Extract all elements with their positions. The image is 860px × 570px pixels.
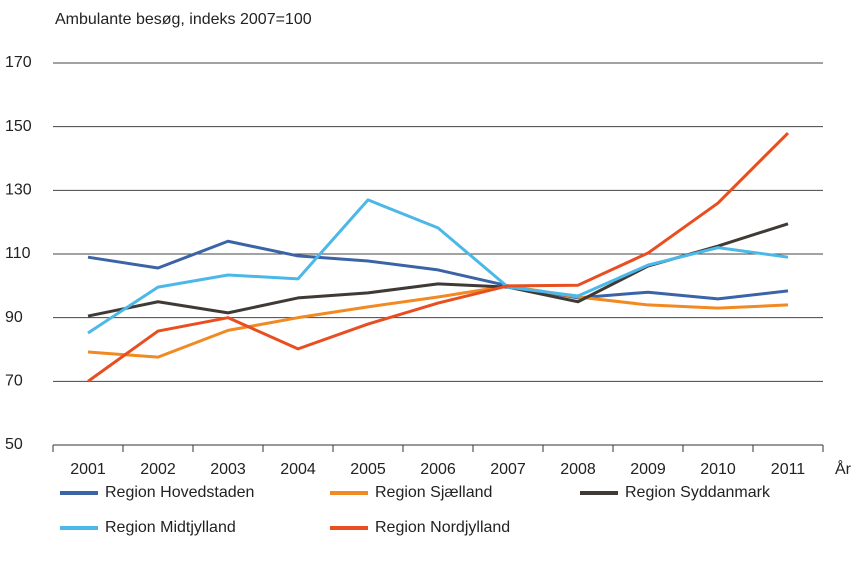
y-tick-label: 150 [5, 118, 32, 135]
x-tick-label: 2005 [350, 461, 386, 478]
legend-label: Region Sjælland [375, 484, 492, 501]
y-tick-label: 170 [5, 54, 32, 71]
y-tick-label: 130 [5, 182, 32, 199]
legend-label: Region Syddanmark [625, 484, 771, 501]
x-axis-label: År [835, 459, 852, 478]
y-tick-label: 50 [5, 436, 23, 453]
series-line [87, 131, 790, 383]
x-tick-label: 2008 [560, 461, 596, 478]
series-line [87, 239, 789, 301]
series-line [87, 198, 789, 335]
x-tick-label: 2004 [280, 461, 316, 478]
y-tick-label: 90 [5, 309, 23, 326]
x-tick-label: 2007 [490, 461, 526, 478]
x-tick-label: 2009 [630, 461, 666, 478]
x-tick-label: 2011 [771, 461, 806, 478]
x-tick-label: 2003 [210, 461, 246, 478]
legend-label: Region Midtjylland [105, 519, 236, 536]
x-tick-label: 2001 [70, 461, 106, 478]
series-line [87, 284, 789, 359]
x-tick-label: 2006 [420, 461, 456, 478]
x-tick-label: 2010 [700, 461, 736, 478]
y-tick-label: 110 [5, 245, 31, 262]
y-axis-label: Ambulante besøg, indeks 2007=100 [55, 11, 312, 28]
legend-label: Region Nordjylland [375, 519, 510, 536]
y-tick-label: 70 [5, 373, 23, 390]
x-tick-label: 2002 [140, 461, 176, 478]
legend-label: Region Hovedstaden [105, 484, 254, 501]
